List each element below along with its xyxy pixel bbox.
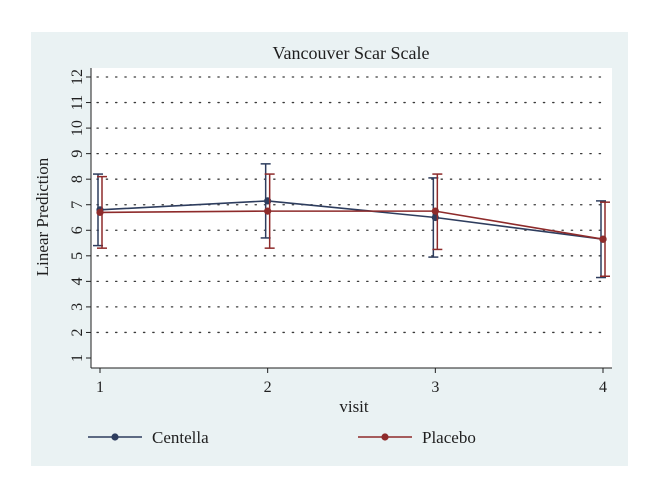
data-point [431, 207, 439, 215]
x-tick-label: 1 [96, 379, 104, 396]
legend-item-placebo: Placebo [358, 428, 476, 447]
x-tick-label: 4 [599, 379, 607, 396]
chart-title: Vancouver Scar Scale [273, 43, 430, 63]
y-tick-label: 1 [69, 354, 86, 362]
data-point [96, 208, 104, 216]
legend-marker [381, 433, 389, 441]
series-line [99, 200, 604, 241]
axes [90, 68, 612, 369]
y-tick-label: 2 [69, 328, 86, 336]
series-group [93, 163, 610, 279]
y-tick-label: 4 [69, 277, 86, 285]
y-tick-label: 9 [69, 150, 86, 158]
data-point [599, 235, 607, 243]
y-tick-label: 8 [69, 175, 86, 183]
legend: Centella Placebo [88, 428, 476, 447]
plot-area [91, 68, 612, 368]
x-tick-label: 2 [264, 379, 272, 396]
y-tick-label: 3 [69, 303, 86, 311]
x-axis-label: visit [339, 397, 369, 416]
series-line [99, 210, 604, 241]
legend-marker [111, 433, 119, 441]
y-axis-label: Linear Prediction [33, 157, 52, 276]
y-tick-label: 12 [69, 69, 86, 85]
x-axis-ticks: 1 2 3 4 [96, 368, 607, 396]
gridlines [96, 76, 609, 334]
y-tick-label: 6 [69, 226, 86, 234]
series-placebo [96, 173, 610, 278]
data-point [264, 207, 272, 215]
y-tick-label: 10 [69, 120, 86, 136]
legend-label: Placebo [422, 428, 476, 447]
legend-label: Centella [152, 428, 209, 447]
y-tick-label: 7 [69, 201, 86, 209]
x-tick-label: 3 [431, 379, 439, 396]
y-tick-label: 5 [69, 252, 86, 260]
y-tick-label: 11 [69, 95, 86, 110]
legend-item-centella: Centella [88, 428, 209, 447]
